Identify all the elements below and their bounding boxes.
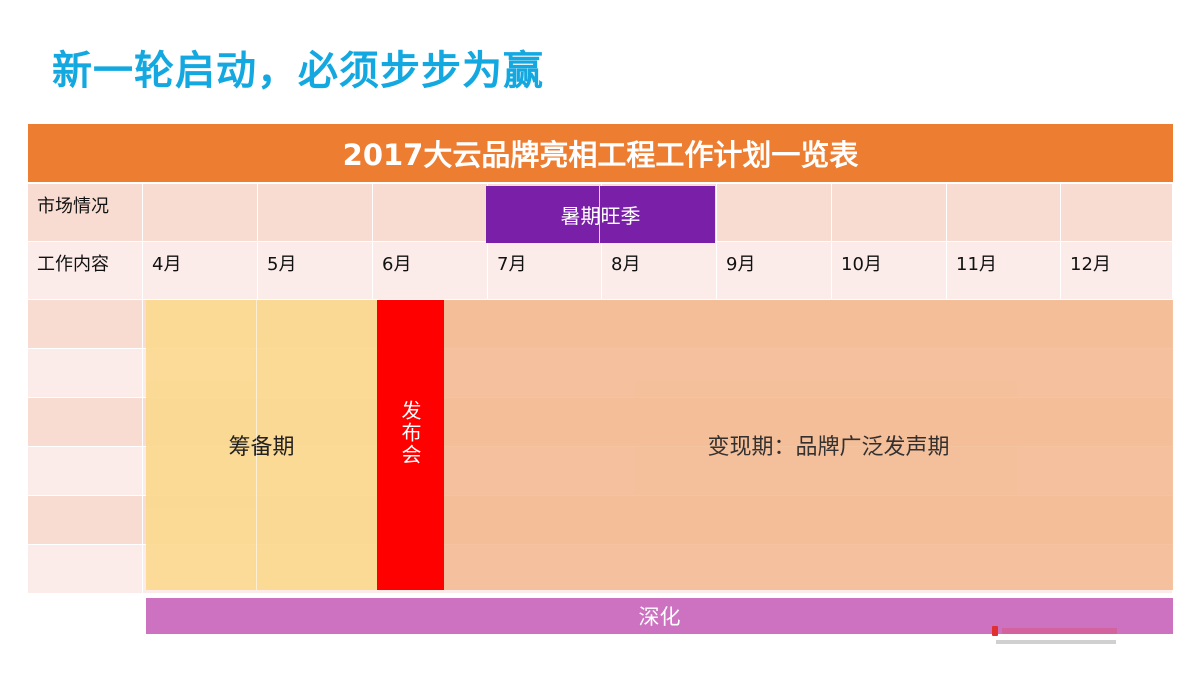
month-header: 10月 — [832, 242, 947, 300]
logo-mark-icon — [992, 626, 998, 636]
table-cell — [28, 447, 143, 496]
month-header: 4月 — [143, 242, 258, 300]
table-cell — [28, 300, 143, 349]
month-header: 7月 — [488, 242, 602, 300]
table-cell — [28, 349, 143, 398]
table-cell — [28, 496, 143, 545]
logo-wordmark — [1002, 628, 1117, 634]
month-header: 8月 — [602, 242, 717, 300]
month-header: 5月 — [258, 242, 373, 300]
market-label: 市场情况 — [28, 184, 143, 242]
market-cell — [258, 184, 373, 242]
month-row: 工作内容 4月 5月 6月 7月 8月 9月 10月 11月 12月 — [28, 242, 1173, 300]
table-cell — [28, 398, 143, 447]
page-title: 新一轮启动，必须步步为赢 — [52, 48, 544, 94]
prep-phase-label: 筹备期 — [228, 435, 295, 460]
work-label: 工作内容 — [28, 242, 143, 300]
launch-phase-label: 发布会 — [398, 400, 422, 466]
launch-phase-band: 发布会 — [377, 300, 444, 590]
market-cell — [947, 184, 1061, 242]
brand-logo — [992, 626, 1122, 650]
market-cell — [373, 184, 488, 242]
prep-phase-band: 筹备期 — [146, 300, 377, 590]
month-header: 9月 — [717, 242, 832, 300]
deepen-phase-label: 深化 — [638, 605, 681, 629]
table-cell — [28, 545, 143, 594]
market-cell — [143, 184, 258, 242]
monetize-phase-band: 变现期：品牌广泛发声期 — [444, 300, 1173, 590]
market-cell — [1061, 184, 1173, 242]
peak-season-bar: 暑期旺季 — [486, 186, 715, 243]
market-cell — [717, 184, 832, 242]
monetize-phase-label: 变现期：品牌广泛发声期 — [707, 435, 950, 460]
peak-season-label: 暑期旺季 — [560, 204, 641, 228]
season-divider — [599, 186, 600, 243]
table-title: 2017大云品牌亮相工程工作计划一览表 — [28, 124, 1173, 182]
month-header: 11月 — [947, 242, 1061, 300]
logo-tagline — [996, 640, 1116, 644]
deepen-phase-band: 深化 — [146, 598, 1173, 634]
month-divider — [256, 300, 257, 590]
month-header: 6月 — [373, 242, 488, 300]
month-header: 12月 — [1061, 242, 1173, 300]
market-cell — [832, 184, 947, 242]
